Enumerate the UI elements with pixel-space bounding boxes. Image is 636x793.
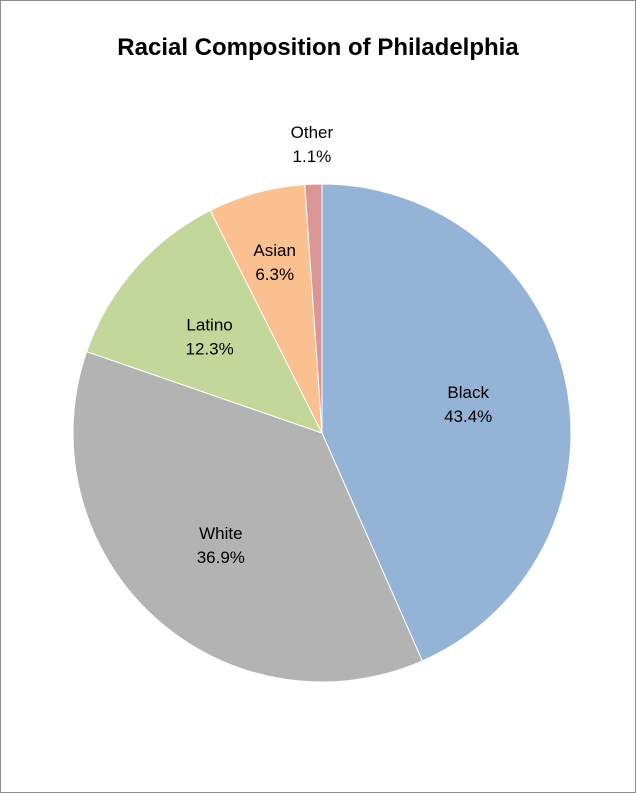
pie-slices <box>72 183 572 683</box>
slice-value-other: 1.1% <box>293 147 332 166</box>
slice-value-black: 43.4% <box>444 407 492 426</box>
slice-label-latino: Latino <box>186 316 232 335</box>
slice-label-other: Other <box>291 123 334 142</box>
slice-value-white: 36.9% <box>197 548 245 567</box>
chart-title: Racial Composition of Philadelphia <box>117 34 519 61</box>
slice-value-asian: 6.3% <box>255 265 294 284</box>
pie-slice-black <box>321 183 572 662</box>
pie-slice-latino <box>86 209 323 434</box>
pie-slice-white <box>72 350 423 683</box>
slice-value-latino: 12.3% <box>185 340 233 359</box>
pie-labels: Black 43.4% White 36.9% Latino 12.3% Asian 6.3%… <box>185 123 492 567</box>
slice-label-asian: Asian <box>253 241 296 260</box>
pie-slice-other <box>304 183 323 434</box>
slice-label-black: Black <box>447 383 489 402</box>
slice-label-white: White <box>199 524 242 543</box>
